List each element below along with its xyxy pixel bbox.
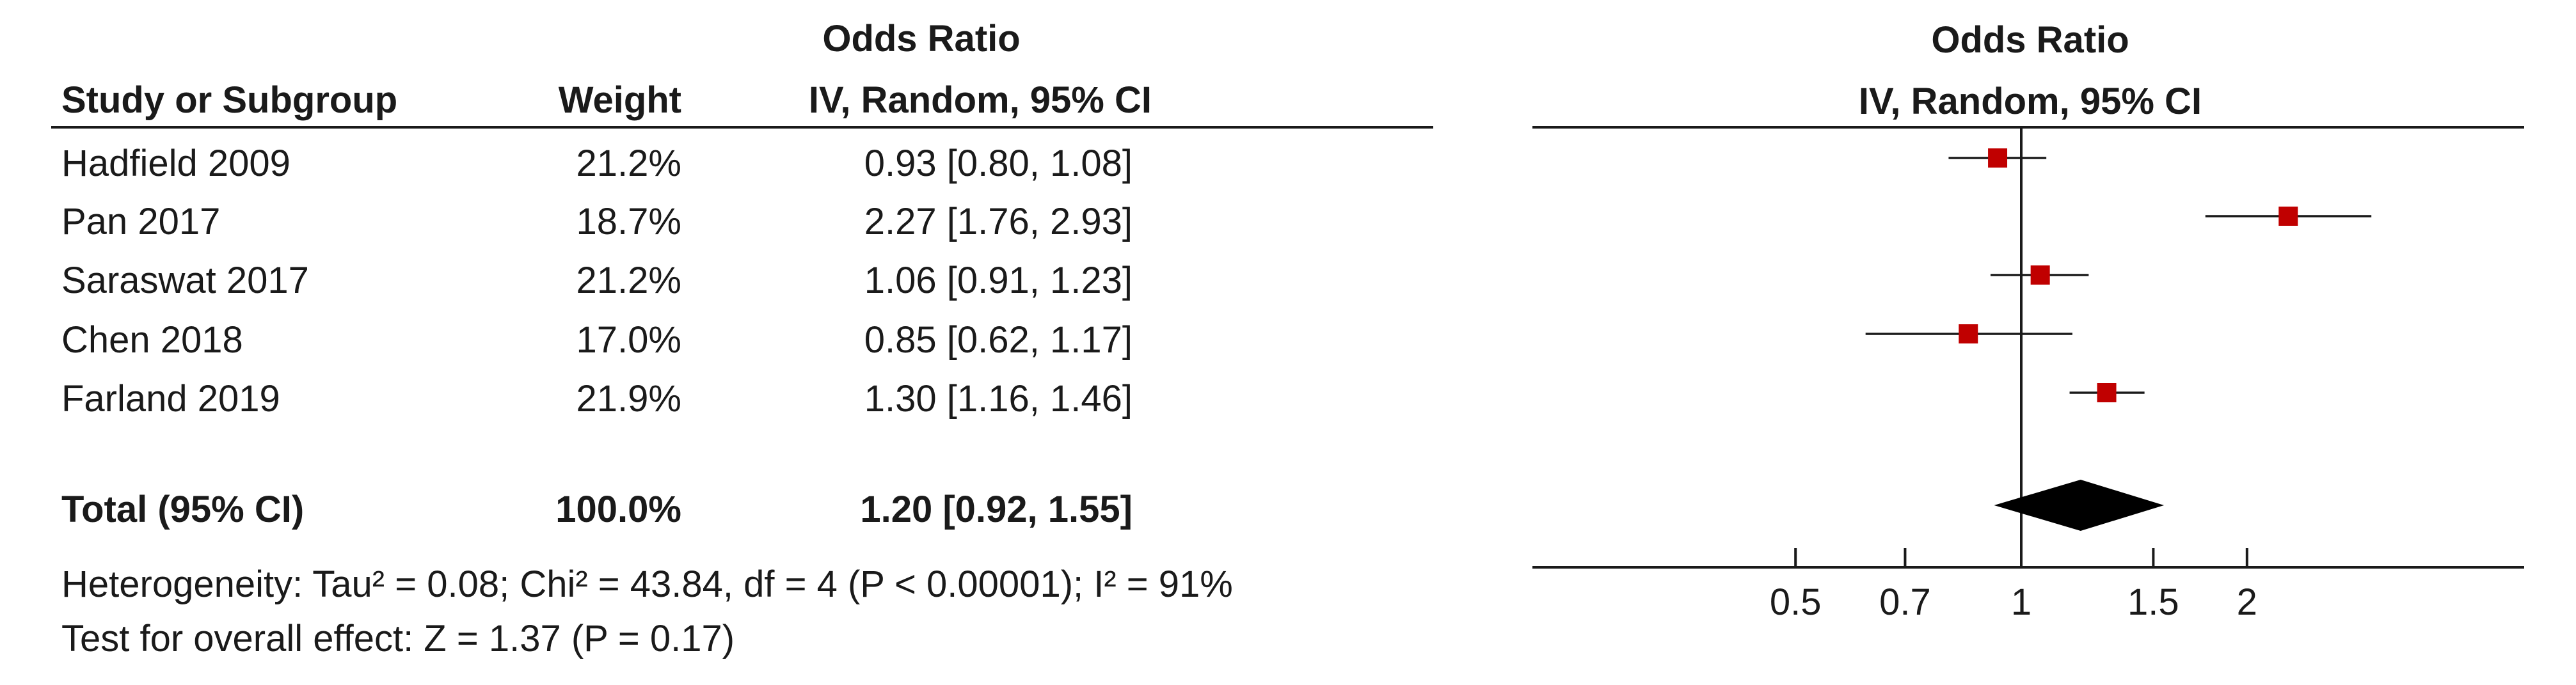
study-weight: 17.0% [576,319,681,361]
study-name: Farland 2019 [61,378,280,420]
study-ci: 2.27 [1.76, 2.93] [864,201,1133,242]
study-ci: 1.06 [0.91, 1.23] [864,260,1133,301]
x-tick-label: 1 [2011,581,2031,623]
study-column-header: Study or Subgroup [61,79,398,121]
total-weight: 100.0% [555,489,681,530]
study-name: Pan 2017 [61,201,221,242]
x-tick-label: 2 [2237,581,2257,623]
pooled-diamond [1994,480,2165,531]
header-rule [51,126,1433,129]
odds-ratio-group-header: Odds Ratio [822,18,1021,59]
point-estimate-marker [1988,148,2008,168]
study-ci: 0.93 [0.80, 1.08] [864,143,1133,184]
x-tick-label: 0.7 [1879,581,1931,623]
total-label: Total (95% CI) [61,489,305,530]
x-tick-label: 1.5 [2127,581,2179,623]
study-ci: 1.30 [1.16, 1.46] [864,378,1133,420]
study-name: Saraswat 2017 [61,260,309,301]
plot-header-line1: Odds Ratio [1931,19,2129,61]
weight-column-header: Weight [558,79,681,121]
point-estimate-marker [2030,265,2050,285]
total-ci: 1.20 [0.92, 1.55] [860,489,1133,530]
study-weight: 21.2% [576,260,681,301]
ci-column-header: IV, Random, 95% CI [808,79,1152,121]
study-weight: 21.9% [576,378,681,420]
point-estimate-marker [2097,383,2117,402]
study-weight: 21.2% [576,143,681,184]
heterogeneity-text: Heterogeneity: Tau² = 0.08; Chi² = 43.84… [61,563,1233,605]
study-ci: 0.85 [0.62, 1.17] [864,319,1133,361]
plot-header-line2: IV, Random, 95% CI [1859,81,2202,122]
point-estimate-marker [1959,324,1978,343]
study-name: Hadfield 2009 [61,143,290,184]
x-tick-label: 0.5 [1770,581,1822,623]
overall-effect-text: Test for overall effect: Z = 1.37 (P = 0… [61,618,735,659]
point-estimate-marker [2278,207,2298,226]
study-weight: 18.7% [576,201,681,242]
study-name: Chen 2018 [61,319,243,361]
